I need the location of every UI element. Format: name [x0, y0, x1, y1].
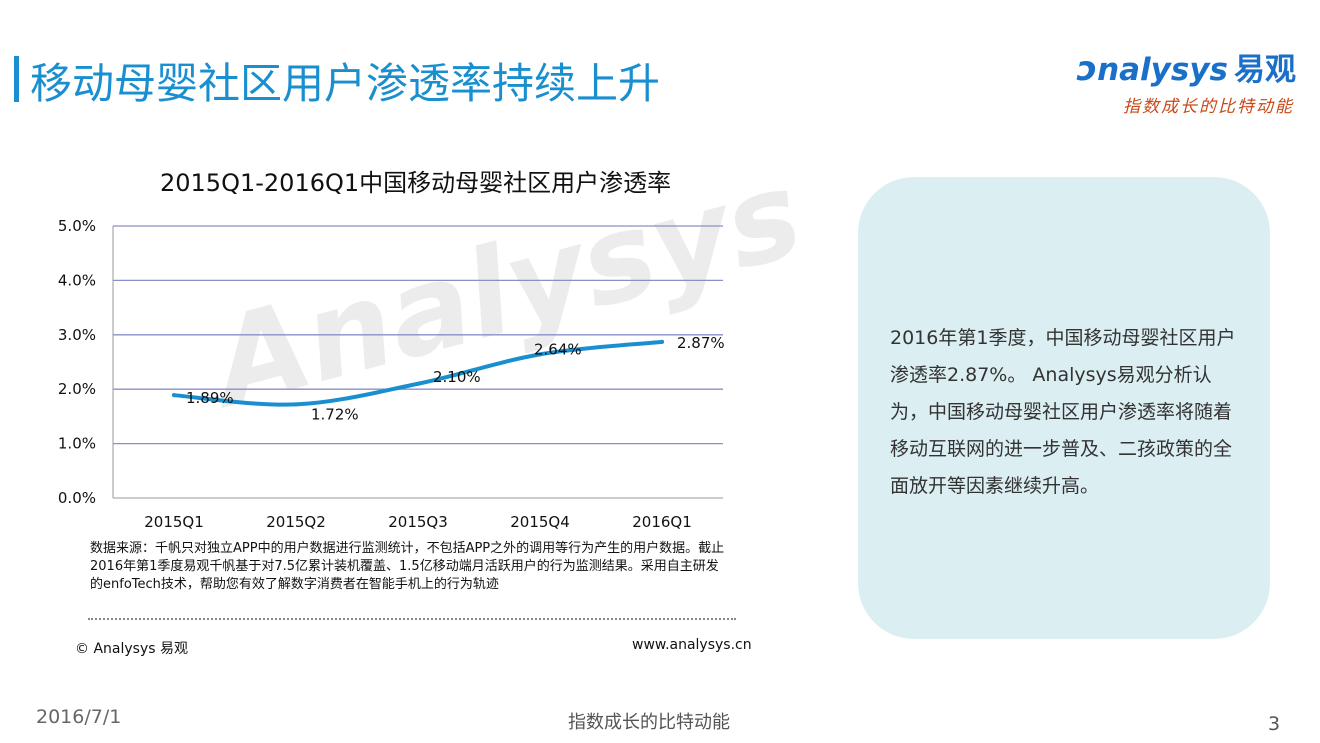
- logo-brand-cn: 易观: [1234, 52, 1296, 88]
- y-tick-label: 2.0%: [58, 380, 96, 398]
- penetration-line-chart: 0.0% 1.0% 2.0% 3.0% 4.0% 5.0% 2015Q1 2015Q2 2015…: [58, 217, 725, 531]
- page-title: 移动母婴社区用户渗透率持续上升: [30, 59, 661, 108]
- x-tick-label: 2015Q1: [144, 513, 204, 531]
- logo-wordmark: ↄnalysys 易观: [1077, 44, 1296, 89]
- data-label: 1.72%: [311, 405, 359, 423]
- website-link[interactable]: www.analysys.cn: [632, 637, 752, 653]
- y-tick-label: 4.0%: [58, 271, 96, 289]
- data-label: 2.87%: [677, 334, 725, 352]
- x-tick-label: 2015Q4: [510, 513, 570, 531]
- divider-dotted: [88, 618, 736, 620]
- y-tick-label: 1.0%: [58, 435, 96, 453]
- footer-slogan: 指数成长的比特动能: [568, 712, 730, 733]
- chart-title: 2015Q1-2016Q1中国移动母婴社区用户渗透率: [160, 169, 672, 197]
- data-label: 2.64%: [534, 340, 582, 358]
- x-tick-label: 2016Q1: [632, 513, 692, 531]
- data-point: [172, 393, 176, 398]
- title-accent-bar: [14, 56, 19, 102]
- footer-date: 2016/7/1: [36, 706, 122, 728]
- logo-brand-latin: nalysys: [1097, 52, 1228, 88]
- source-note: 数据来源：千帆只对独立APP中的用户数据进行监测统计，不包括APP之外的调用等行…: [90, 541, 725, 592]
- y-tick-label: 5.0%: [58, 217, 96, 235]
- data-point: [294, 402, 298, 407]
- x-tick-label: 2015Q3: [388, 513, 448, 531]
- x-tick-label: 2015Q2: [266, 513, 326, 531]
- insight-panel: [858, 177, 1270, 639]
- logo-swirl-icon: ↄ: [1076, 49, 1098, 89]
- y-tick-label: 0.0%: [58, 489, 96, 507]
- y-tick-label: 3.0%: [58, 326, 96, 344]
- copyright: © Analysys 易观: [75, 641, 188, 657]
- insight-text: 2016年第1季度，中国移动母婴社区用户渗透率2.87%。 Analysys易观…: [890, 327, 1236, 497]
- data-label: 1.89%: [186, 389, 234, 407]
- data-point: [538, 352, 542, 357]
- data-point: [416, 381, 420, 386]
- analysys-logo: ↄnalysys 易观 指数成长的比特动能: [1075, 40, 1300, 117]
- series-line: [172, 339, 664, 407]
- page-number: 3: [1268, 713, 1281, 735]
- logo-tagline: 指数成长的比特动能: [1123, 97, 1294, 117]
- data-point: [660, 339, 664, 344]
- data-label: 2.10%: [433, 368, 481, 386]
